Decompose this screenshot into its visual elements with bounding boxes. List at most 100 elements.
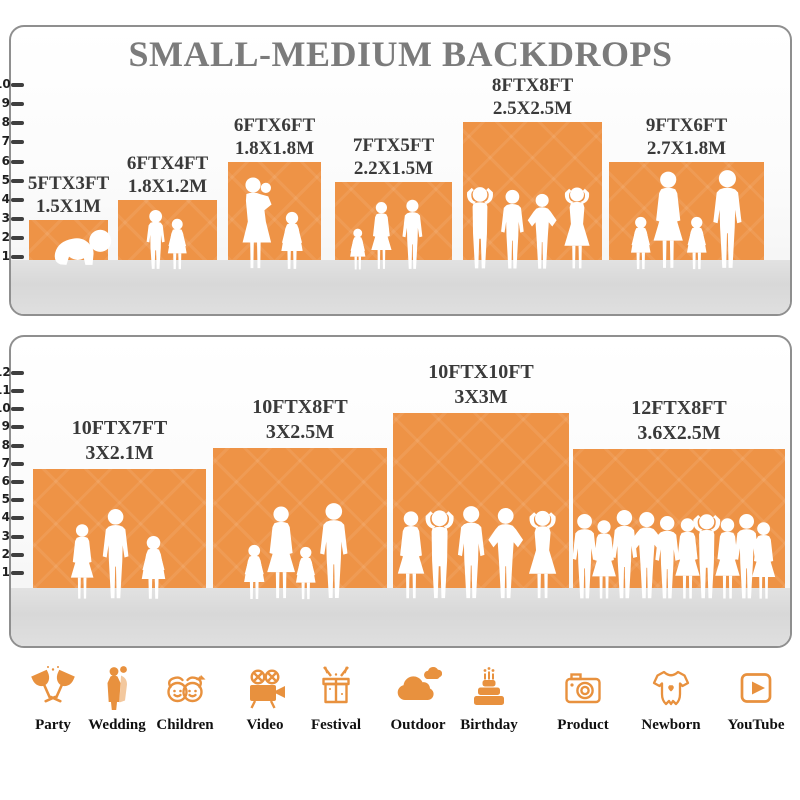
youtube-icon bbox=[740, 673, 772, 703]
category-label: YouTube bbox=[727, 717, 785, 733]
ruler-tick bbox=[11, 140, 24, 145]
size-feet: 5FTX3FT bbox=[27, 173, 110, 194]
category-product: Product bbox=[537, 664, 629, 734]
ruler-number: 12 bbox=[0, 364, 11, 379]
ruler-number: 2 bbox=[1, 546, 10, 561]
category-party: Party bbox=[7, 664, 99, 734]
ruler-number: 5 bbox=[1, 492, 10, 507]
backdrop-6ftx4ft bbox=[118, 200, 217, 260]
category-video: Video bbox=[219, 664, 311, 734]
person-man-silhouette bbox=[97, 508, 134, 601]
size-feet: 12FTX8FT bbox=[631, 397, 727, 419]
person-man-silhouette bbox=[314, 502, 354, 601]
ruler-tick bbox=[11, 197, 24, 202]
category-children: Children bbox=[139, 664, 231, 734]
ruler-number: 1 bbox=[1, 565, 10, 579]
category-label: Birthday bbox=[460, 717, 518, 733]
ruler-tick bbox=[11, 425, 24, 430]
ruler-tick bbox=[11, 443, 24, 448]
size-feet: 10FTX7FT bbox=[71, 417, 168, 439]
ground-strip bbox=[11, 588, 790, 646]
size-meters: 3X2.5M bbox=[265, 421, 335, 443]
wedding-icon bbox=[107, 666, 127, 710]
person-man-silhouette bbox=[398, 199, 427, 271]
category-label: Video bbox=[246, 717, 284, 733]
category-youtube: YouTube bbox=[710, 664, 800, 734]
category-wedding: Wedding bbox=[71, 664, 163, 734]
product-icon bbox=[565, 673, 601, 704]
children-icon bbox=[167, 675, 206, 703]
person-woman-silhouette bbox=[746, 521, 781, 601]
category-outdoor: Outdoor bbox=[372, 664, 464, 734]
ruler-tick bbox=[11, 407, 24, 412]
category-newborn: Newborn bbox=[625, 664, 717, 734]
person-womanhead-silhouette bbox=[557, 184, 597, 271]
ruler-number: 11 bbox=[0, 383, 11, 397]
backdrop-label-10ftx8ft: 10FTX8FT 3X2.5M bbox=[200, 395, 400, 445]
category-label: Children bbox=[156, 717, 214, 733]
backdrop-label-12ftx8ft: 12FTX8FT 3.6X2.5M bbox=[579, 396, 779, 446]
ruler-tick bbox=[11, 480, 24, 484]
backdrop-label-6ftx4ft: 6FTX4FT 1.8X1.2M bbox=[68, 152, 268, 198]
ruler-number: 10 bbox=[0, 77, 11, 92]
ruler-number: 3 bbox=[1, 528, 10, 543]
ruler-number: 3 bbox=[1, 210, 10, 225]
ruler-tick bbox=[11, 102, 24, 107]
birthday-icon bbox=[474, 667, 504, 705]
size-meters: 2.2X1.5M bbox=[353, 158, 434, 179]
size-meters: 1.8X1.8M bbox=[234, 138, 315, 159]
party-icon bbox=[31, 666, 75, 703]
ruler-number: 7 bbox=[1, 134, 10, 149]
ruler-number: 1 bbox=[1, 249, 10, 263]
size-meters: 3X2.1M bbox=[85, 442, 154, 464]
size-feet: 10FTX10FT bbox=[428, 361, 534, 383]
ruler-number: 6 bbox=[1, 474, 10, 488]
ruler-tick bbox=[11, 83, 24, 88]
person-man-silhouette bbox=[496, 189, 529, 271]
ruler-number: 2 bbox=[1, 229, 10, 244]
ruler-tick bbox=[11, 534, 24, 539]
backdrop-label-5ftx3ft: 5FTX3FT 1.5X1M bbox=[0, 172, 169, 218]
person-man-silhouette bbox=[707, 169, 748, 271]
ruler-tick bbox=[11, 389, 24, 393]
person-manhips-silhouette bbox=[525, 193, 559, 271]
ruler-tick bbox=[11, 370, 24, 375]
newborn-icon bbox=[652, 670, 690, 706]
ruler-number: 9 bbox=[1, 96, 10, 111]
person-girl-silhouette bbox=[277, 211, 307, 271]
outdoor-icon bbox=[397, 667, 442, 700]
ruler-number: 7 bbox=[1, 455, 10, 470]
ruler-number: 5 bbox=[1, 172, 10, 187]
backdrop-label-7ftx5ft: 7FTX5FT 2.2X1.5M bbox=[294, 134, 494, 180]
backdrop-label-9ftx6ft: 9FTX6FT 2.7X1.8M bbox=[587, 114, 787, 160]
person-manhead-silhouette bbox=[460, 184, 500, 271]
size-meters: 2.5X2.5M bbox=[492, 98, 573, 119]
person-womanhead-silhouette bbox=[521, 507, 564, 601]
person-girl-silhouette bbox=[137, 535, 170, 601]
ruler-tick bbox=[11, 255, 24, 259]
ruler-tick bbox=[11, 159, 24, 164]
backdrop-label-10ftx7ft: 10FTX7FT 3X2.1M bbox=[20, 416, 220, 466]
category-label: Festival bbox=[311, 717, 361, 733]
size-feet: 6FTX6FT bbox=[233, 115, 316, 136]
size-feet: 10FTX8FT bbox=[252, 396, 348, 418]
ruler-tick bbox=[11, 571, 24, 575]
person-girl-silhouette bbox=[164, 218, 191, 271]
size-meters: 2.7X1.8M bbox=[646, 138, 727, 159]
person-womanbaby-silhouette bbox=[235, 176, 279, 271]
ruler-number: 10 bbox=[0, 401, 11, 416]
size-feet: 6FTX4FT bbox=[126, 153, 209, 174]
backdrop-7ftx5ft bbox=[335, 182, 452, 260]
ruler-number: 6 bbox=[1, 153, 10, 168]
ruler-number: 4 bbox=[1, 510, 10, 525]
category-birthday: Birthday bbox=[443, 664, 535, 734]
video-icon bbox=[250, 669, 285, 709]
ruler-tick bbox=[11, 235, 24, 240]
person-baby-silhouette bbox=[46, 226, 114, 271]
ruler-tick bbox=[11, 516, 24, 521]
person-woman-silhouette bbox=[366, 201, 397, 271]
ruler-tick bbox=[11, 178, 24, 183]
size-feet: 8FTX8FT bbox=[491, 75, 574, 96]
ruler-tick bbox=[11, 552, 24, 557]
